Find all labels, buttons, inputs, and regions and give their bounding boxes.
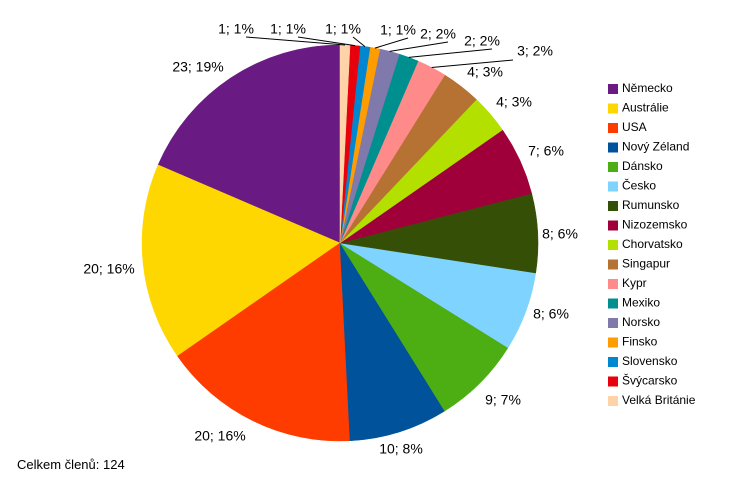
legend-swatch-1 [608,103,618,114]
legend-label-5: Česko [622,178,656,193]
leader-lines [245,36,514,68]
legend-swatch-8 [608,240,618,250]
leader-line-16 [245,36,346,46]
data-label-2: 20; 16% [194,428,245,444]
data-label-15: 1; 1% [270,21,306,37]
legend-swatch-4 [608,162,618,172]
legend-swatch-10 [608,279,618,289]
total-members-note: Celkem členů: 124 [17,457,125,472]
legend-label-1: Austrálie [622,101,669,115]
legend-label-4: Dánsko [622,159,663,173]
leader-line-13 [374,37,409,49]
legend-swatch-11 [608,298,618,309]
leader-line-11 [408,48,493,58]
legend-label-9: Singapur [622,257,670,271]
legend-swatch-15 [608,376,618,387]
pie-slices [141,44,539,442]
leader-line-15 [297,36,356,47]
legend: Německo Austrálie USA Nový Zéland Dánsko Česk… [608,81,696,407]
legend-label-2: USA [622,120,647,134]
legend-label-12: Norsko [622,315,660,329]
legend-label-7: Nizozemsko [622,218,688,232]
data-label-8: 4; 3% [496,94,532,110]
leader-line-14 [352,36,366,47]
data-label-4: 9; 7% [485,392,521,408]
data-label-5: 8; 6% [533,306,569,322]
data-label-9: 4; 3% [467,64,503,80]
legend-swatch-9 [608,259,618,270]
legend-swatch-16 [608,396,618,406]
leader-line-12 [389,41,449,52]
legend-swatch-6 [608,201,618,211]
legend-swatch-5 [608,181,618,192]
legend-swatch-12 [608,318,618,328]
legend-label-0: Německo [622,81,673,95]
data-label-12: 2; 2% [420,26,456,42]
leader-line-10 [431,59,514,68]
pie-slice-3 [339,242,446,442]
legend-label-13: Finsko [622,335,658,349]
pie-slice-1 [141,164,341,357]
legend-label-15: Švýcarsko [622,373,678,388]
legend-label-11: Mexiko [622,296,660,310]
legend-swatch-2 [608,123,618,133]
data-label-1: 20; 16% [83,261,134,277]
legend-label-16: Velká Británie [622,393,696,407]
legend-swatch-14 [608,357,618,367]
legend-label-14: Slovensko [622,354,678,368]
pie-slice-2 [177,242,351,442]
data-label-16: 1; 1% [218,21,254,37]
legend-swatch-0 [608,84,618,94]
legend-label-3: Nový Zéland [622,140,689,154]
legend-swatch-7 [608,220,618,231]
data-label-7: 7; 6% [528,143,564,159]
pie-slice-0 [157,44,341,244]
legend-swatch-13 [608,337,618,348]
data-label-10: 3; 2% [517,43,553,59]
data-label-11: 2; 2% [464,33,500,49]
data-label-6: 8; 6% [542,226,578,242]
legend-label-10: Kypr [622,276,647,290]
legend-swatch-3 [608,142,618,153]
data-labels: 23; 19% 20; 16% 20; 16% 10; 8% 9; 7% 8; 6% 8; … [83,21,578,457]
data-label-13: 1; 1% [380,22,416,38]
data-label-0: 23; 19% [172,59,223,75]
legend-label-8: Chorvatsko [622,237,683,251]
legend-label-6: Rumunsko [622,198,680,212]
data-label-3: 10; 8% [379,441,423,457]
data-label-14: 1; 1% [325,21,361,37]
